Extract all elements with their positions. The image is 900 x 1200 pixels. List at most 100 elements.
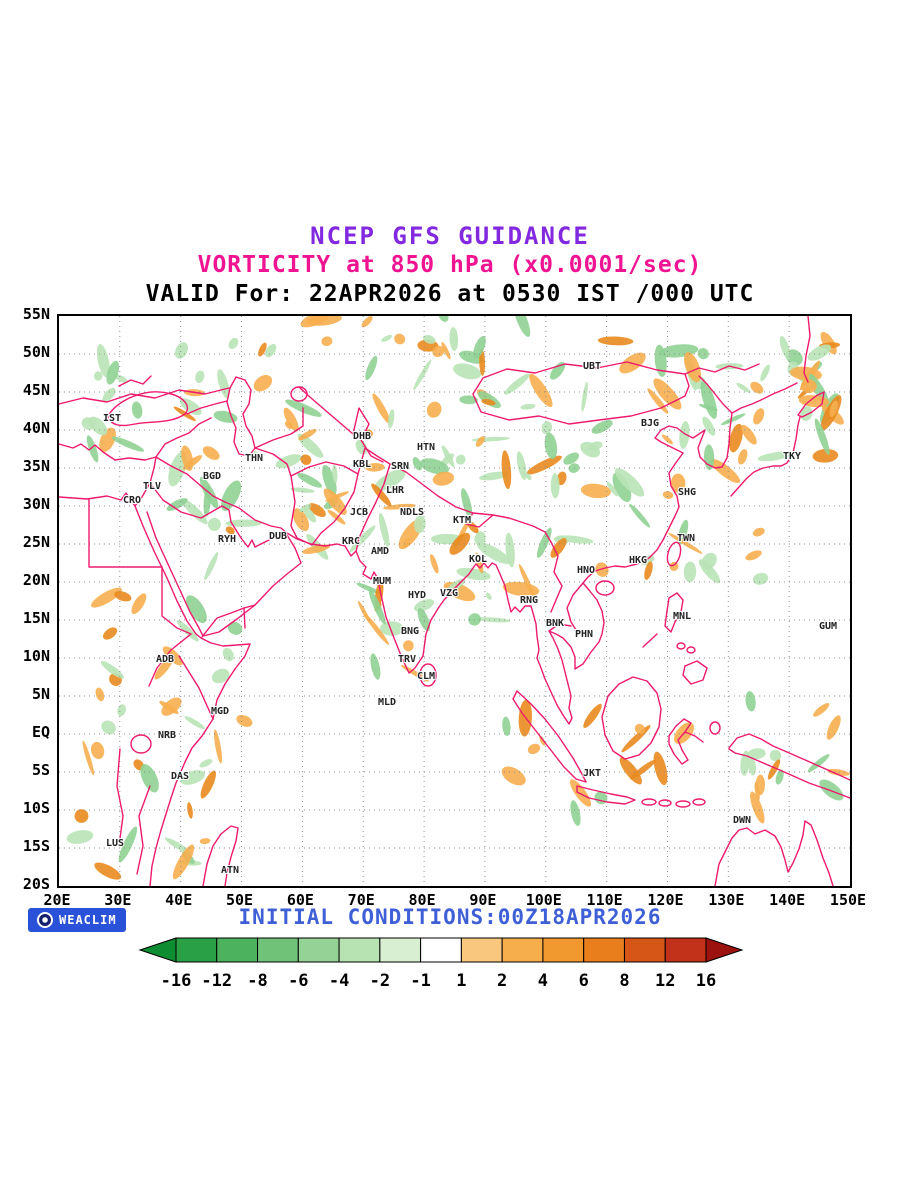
city-label-KTM: KTM: [453, 515, 471, 526]
city-label-DAS: DAS: [171, 771, 189, 782]
city-label-BGD: BGD: [203, 471, 221, 482]
city-label-DUB: DUB: [269, 531, 287, 542]
city-label-BNK: BNK: [546, 618, 564, 629]
city-label-THN: THN: [245, 453, 263, 464]
city-label-BJG: BJG: [641, 418, 659, 429]
lon-label-60E: 60E: [286, 891, 314, 909]
lon-label-40E: 40E: [165, 891, 193, 909]
lat-label-10N: 10N: [22, 647, 50, 665]
lat-label-20N: 20N: [22, 571, 50, 589]
colorbar-tick-4: 4: [538, 971, 548, 991]
city-label-MGD: MGD: [211, 706, 229, 717]
city-labels: IST UBT BJG TKY DHB HTN THN KBL SRN BGD TLV LHR SHG C…: [102, 360, 838, 877]
city-label-KOL: KOL: [469, 554, 487, 565]
valid-time-title: VALID For: 22APR2026 at 0530 IST /000 UT…: [145, 281, 755, 307]
city-label-TWN: TWN: [677, 533, 695, 544]
city-label-DWN: DWN: [733, 815, 751, 826]
lat-label-5N: 5N: [31, 685, 50, 703]
lon-label-80E: 80E: [408, 891, 436, 909]
city-label-HTN: HTN: [417, 442, 435, 453]
colorbar-tick-12: 12: [655, 971, 675, 991]
city-label-HKG: HKG: [629, 555, 647, 566]
city-label-GUM: GUM: [819, 621, 837, 632]
lon-label-20E: 20E: [43, 891, 71, 909]
city-label-KBL: KBL: [353, 459, 371, 470]
colorbar-tick-16: 16: [696, 971, 716, 991]
lon-label-100E: 100E: [525, 891, 562, 909]
colorbar-tick--16: -16: [161, 971, 192, 991]
lon-label-50E: 50E: [225, 891, 254, 909]
city-label-ADB: ADB: [156, 654, 174, 665]
colorbar-tick--4: -4: [329, 971, 349, 991]
city-label-JCB: JCB: [350, 507, 368, 518]
lon-label-90E: 90E: [469, 891, 497, 909]
city-label-CLM: CLM: [417, 671, 435, 682]
field-title: VORTICITY at 850 hPa (x0.0001/sec): [197, 252, 703, 278]
lat-label-5S: 5S: [31, 761, 50, 779]
lat-label-EQ: EQ: [31, 723, 50, 741]
lat-label-20S: 20S: [22, 875, 50, 893]
city-label-LHR: LHR: [386, 485, 405, 496]
lon-label-130E: 130E: [708, 891, 745, 909]
city-label-MUM: MUM: [373, 576, 391, 587]
lat-label-45N: 45N: [22, 381, 50, 399]
colorbar-legend: -16 -12 -8 -6 -4 -2 -1 1 2 4 6 8 12 16: [138, 937, 744, 991]
lat-label-15N: 15N: [22, 609, 50, 627]
title-block: NCEP GFS GUIDANCE VORTICITY at 850 hPa (…: [0, 222, 900, 307]
lat-label-40N: 40N: [22, 419, 50, 437]
colorbar-tick--6: -6: [288, 971, 308, 991]
lon-label-70E: 70E: [347, 891, 375, 909]
lon-label-150E: 150E: [829, 891, 867, 909]
coastlines-and-borders: [59, 316, 850, 886]
city-label-KRC: KRC: [342, 536, 360, 547]
city-label-RYH: RYH: [218, 534, 236, 545]
city-label-TRV: TRV: [398, 654, 416, 665]
colorbar-tick--12: -12: [201, 971, 232, 991]
city-label-IST: IST: [103, 413, 121, 424]
map-plot: IST UBT BJG TKY DHB HTN THN KBL SRN BGD TLV LHR SHG C…: [59, 316, 850, 886]
weaclim-logo: WEACLIM: [28, 908, 126, 932]
lat-label-25N: 25N: [22, 533, 50, 551]
lon-label-110E: 110E: [586, 891, 623, 909]
city-label-HNO: HNO: [577, 565, 595, 576]
model-title: NCEP GFS GUIDANCE: [310, 222, 590, 250]
city-label-BNG: BNG: [401, 626, 419, 637]
city-label-SHG: SHG: [678, 487, 696, 498]
lat-label-35N: 35N: [22, 457, 50, 475]
weaclim-logo-icon: [37, 912, 53, 928]
city-label-UBT: UBT: [583, 361, 601, 372]
city-label-NRB: NRB: [158, 730, 176, 741]
vorticity-shading: [66, 316, 850, 880]
city-label-MLD: MLD: [378, 697, 396, 708]
city-label-ATN: ATN: [221, 865, 239, 876]
colorbar-tick--2: -2: [370, 971, 390, 991]
city-label-HYD: HYD: [408, 590, 426, 601]
lon-label-140E: 140E: [769, 891, 806, 909]
weaclim-logo-text: WEACLIM: [59, 913, 117, 927]
lat-label-55N: 55N: [22, 305, 50, 323]
lat-label-30N: 30N: [22, 495, 50, 513]
city-label-AMD: AMD: [371, 546, 389, 557]
lon-label-30E: 30E: [104, 891, 132, 909]
city-label-TLV: TLV: [143, 481, 161, 492]
city-label-JKT: JKT: [583, 768, 601, 779]
city-label-MNL: MNL: [673, 611, 691, 622]
city-label-RNG: RNG: [520, 595, 538, 606]
city-label-VZG: VZG: [440, 588, 458, 599]
city-label-TKY: TKY: [783, 451, 801, 462]
colorbar-tick--1: -1: [410, 971, 430, 991]
map-area: IST UBT BJG TKY DHB HTN THN KBL SRN BGD TLV LHR SHG C…: [57, 314, 852, 888]
lat-label-15S: 15S: [22, 837, 50, 855]
colorbar-tick-2: 2: [497, 971, 507, 991]
colorbar-tick-6: 6: [579, 971, 589, 991]
city-label-DHB: DHB: [353, 431, 371, 442]
city-label-PHN: PHN: [575, 629, 593, 640]
city-label-CRO: CRO: [123, 495, 141, 506]
colorbar-tick-1: 1: [456, 971, 466, 991]
colorbar-tick-8: 8: [619, 971, 629, 991]
city-label-SRN: SRN: [391, 461, 409, 472]
city-label-LUS: LUS: [106, 838, 124, 849]
lat-label-10S: 10S: [22, 799, 50, 817]
city-label-NDLS: NDLS: [400, 507, 424, 518]
